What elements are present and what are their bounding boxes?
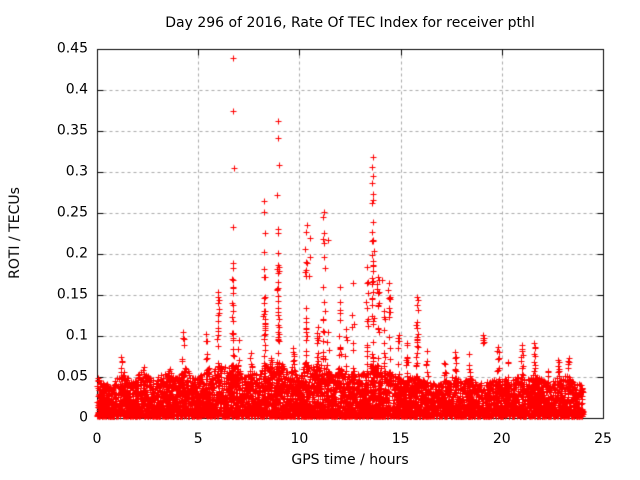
- y-tick-label-0.3: 0.3: [65, 163, 88, 180]
- y-tick-label-0.4: 0.4: [65, 81, 88, 98]
- x-tick-label-10: 10: [290, 431, 309, 447]
- y-tick-label-0.1: 0.1: [65, 327, 88, 344]
- x-tick-label-15: 15: [391, 431, 410, 447]
- chart-title: Day 296 of 2016, Rate Of TEC Index for r…: [165, 15, 535, 31]
- x-tick-label-25: 25: [594, 431, 612, 447]
- x-axis-label: GPS time / hours: [291, 452, 409, 468]
- y-tick-label-0.35: 0.35: [56, 122, 88, 139]
- y-tick-label-0: 0: [79, 409, 88, 426]
- y-tick-label-0.2: 0.2: [65, 245, 88, 262]
- y-tick-label-0.45: 0.45: [56, 40, 88, 57]
- y-axis-label: ROTI / TECUs: [7, 187, 23, 279]
- x-tick-label-5: 5: [193, 431, 203, 447]
- x-tick-label-0: 0: [92, 431, 102, 447]
- x-tick-label-20: 20: [492, 431, 511, 447]
- y-tick-label-0.05: 0.05: [56, 368, 88, 385]
- y-tick-label-0.15: 0.15: [56, 286, 88, 303]
- y-tick-label-0.25: 0.25: [56, 204, 88, 221]
